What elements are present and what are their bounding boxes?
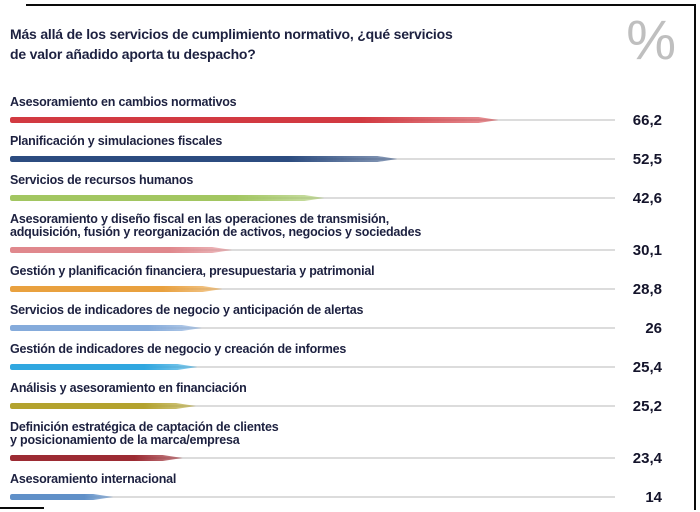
chart-row: Definición estratégica de captación de c… xyxy=(10,420,662,466)
frame-bottom-left-border xyxy=(0,507,44,509)
chart-row: Asesoramiento y diseño fiscal en las ope… xyxy=(10,212,662,258)
row-value: 30,1 xyxy=(632,242,662,259)
bar-zone xyxy=(10,156,615,162)
chart-row: Servicios de recursos humanos 42,6 xyxy=(10,173,662,206)
chart-title: Más allá de los servicios de cumplimient… xyxy=(10,26,453,62)
row-label: Servicios de recursos humanos xyxy=(10,173,194,187)
row-value: 52,5 xyxy=(632,151,662,168)
bar xyxy=(10,247,232,253)
chart-row: Gestión y planificación financiera, pres… xyxy=(10,264,662,297)
bar-zone xyxy=(10,247,615,253)
bar-track-line xyxy=(10,405,615,407)
frame-top-border xyxy=(26,4,696,6)
bar xyxy=(10,117,498,123)
bar xyxy=(10,156,397,162)
bar-track-line xyxy=(10,496,615,498)
chart-row: Gestión de indicadores de negocio y crea… xyxy=(10,342,662,375)
row-label: Planificación y simulaciones fiscales xyxy=(10,134,223,148)
row-value: 14 xyxy=(645,489,662,506)
bar-zone xyxy=(10,364,615,370)
row-label: Gestión de indicadores de negocio y crea… xyxy=(10,342,347,356)
row-value: 25,4 xyxy=(632,359,662,376)
row-value: 23,4 xyxy=(632,450,662,467)
bar xyxy=(10,286,222,292)
row-label: Análisis y asesoramiento en financiación xyxy=(10,381,247,395)
bar-zone xyxy=(10,195,615,201)
row-value: 26 xyxy=(645,320,662,337)
bar-zone xyxy=(10,325,615,331)
bar xyxy=(10,195,324,201)
row-label: Servicios de indicadores de negocio y an… xyxy=(10,303,364,317)
row-label: Asesoramiento y diseño fiscal en las ope… xyxy=(10,212,422,239)
bar-zone xyxy=(10,455,615,461)
bar xyxy=(10,455,183,461)
row-value: 25,2 xyxy=(632,398,662,415)
chart-row: Análisis y asesoramiento en financiación… xyxy=(10,381,662,414)
bar xyxy=(10,364,197,370)
row-label: Definición estratégica de captación de c… xyxy=(10,420,279,447)
bar-track-line xyxy=(10,288,615,290)
bar-track-line xyxy=(10,366,615,368)
row-value: 42,6 xyxy=(632,190,662,207)
bar xyxy=(10,403,196,409)
chart-row: Asesoramiento internacional 14 xyxy=(10,472,662,505)
row-label: Asesoramiento internacional xyxy=(10,472,177,486)
chart-row: Asesoramiento en cambios normativos 66,2 xyxy=(10,95,662,128)
row-value: 28,8 xyxy=(632,281,662,298)
chart-row: Planificación y simulaciones fiscales 52… xyxy=(10,134,662,167)
bar-track-line xyxy=(10,249,615,251)
chart-header: Más allá de los servicios de cumplimient… xyxy=(10,24,570,64)
row-value: 66,2 xyxy=(632,112,662,129)
bar-rows: Asesoramiento en cambios normativos 66,2… xyxy=(10,96,662,512)
bar-zone xyxy=(10,403,615,409)
bar-zone xyxy=(10,117,615,123)
percent-symbol: % xyxy=(626,8,676,71)
bar-track-line xyxy=(10,327,615,329)
chart-row: Servicios de indicadores de negocio y an… xyxy=(10,303,662,336)
row-label: Asesoramiento en cambios normativos xyxy=(10,95,237,109)
bar-zone xyxy=(10,286,615,292)
bar-track-line xyxy=(10,457,615,459)
bar xyxy=(10,325,202,331)
bar xyxy=(10,494,113,500)
frame-right-border xyxy=(694,4,696,510)
bar-zone xyxy=(10,494,615,500)
row-label: Gestión y planificación financiera, pres… xyxy=(10,264,375,278)
